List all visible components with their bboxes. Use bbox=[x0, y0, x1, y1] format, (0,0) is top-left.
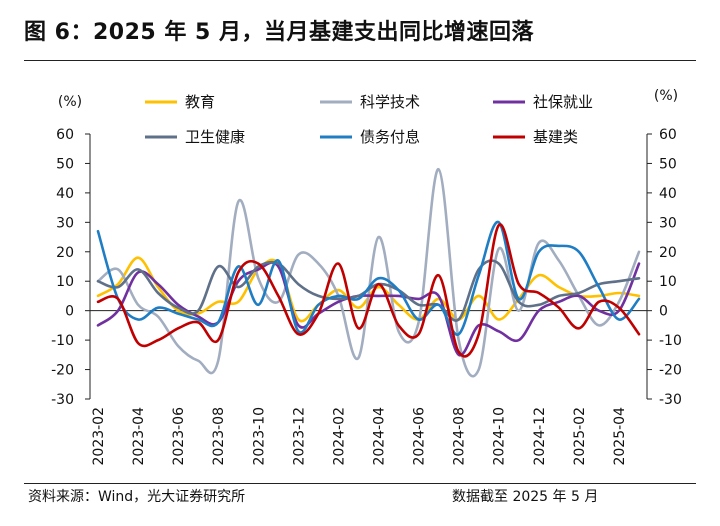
x-tick-label: 2024-12 bbox=[532, 407, 548, 466]
left-tick-label: 20 bbox=[56, 245, 74, 261]
chart-series bbox=[96, 167, 641, 378]
x-tick-label: 2024-06 bbox=[412, 407, 428, 466]
right-tick-label: 0 bbox=[659, 304, 668, 320]
x-tick-label: 2023-06 bbox=[171, 407, 187, 466]
right-tick-label: -10 bbox=[659, 333, 682, 349]
series-line-6 bbox=[96, 223, 641, 358]
footer-divider bbox=[24, 483, 696, 484]
x-tick-label: 2023-04 bbox=[131, 407, 147, 466]
series-line-5 bbox=[96, 220, 641, 336]
x-tick-label: 2024-02 bbox=[331, 407, 347, 466]
x-tick-label: 2023-02 bbox=[91, 407, 107, 466]
left-axis-unit: (%) bbox=[58, 94, 82, 110]
x-tick-label: 2025-02 bbox=[572, 407, 588, 466]
right-tick-label: 30 bbox=[659, 215, 677, 231]
x-tick-label: 2024-04 bbox=[372, 407, 388, 466]
left-tick-label: 50 bbox=[56, 156, 74, 172]
right-tick-label: -30 bbox=[659, 392, 682, 408]
right-tick-label: -20 bbox=[659, 363, 682, 379]
title-divider bbox=[24, 60, 696, 61]
date-note: 数据截至 2025 年 5 月 bbox=[452, 489, 599, 505]
legend-label-1: 教育 bbox=[185, 93, 215, 111]
left-tick-label: 10 bbox=[56, 274, 74, 290]
x-tick-label: 2024-08 bbox=[452, 407, 468, 466]
left-tick-label: 40 bbox=[56, 186, 74, 202]
legend-label-2: 科学技术 bbox=[360, 93, 420, 111]
x-tick-label: 2024-10 bbox=[492, 407, 508, 466]
right-tick-label: 40 bbox=[659, 186, 677, 202]
left-tick-label: -10 bbox=[51, 333, 74, 349]
right-tick-label: 20 bbox=[659, 245, 677, 261]
x-tick-label: 2023-10 bbox=[251, 407, 267, 466]
right-axis-unit: (%) bbox=[654, 88, 678, 104]
left-tick-label: -20 bbox=[51, 363, 74, 379]
right-tick-label: 60 bbox=[659, 127, 677, 143]
legend-label-5: 债务付息 bbox=[360, 128, 420, 146]
x-tick-label: 2025-04 bbox=[612, 407, 628, 466]
legend-label-6: 基建类 bbox=[533, 128, 578, 146]
left-tick-label: 60 bbox=[56, 127, 74, 143]
legend-label-3: 社保就业 bbox=[533, 93, 593, 111]
chart-title: 图 6：2025 年 5 月，当月基建支出同比增速回落 bbox=[24, 20, 534, 45]
left-tick-label: -30 bbox=[51, 392, 74, 408]
series-line-2 bbox=[96, 167, 641, 378]
chart-axes: (%) (%) -30 -30 -20 -20 -10 -10 0 0 10 10 20 20 30 30 40… bbox=[51, 88, 682, 466]
source-note: 资料来源：Wind，光大证券研究所 bbox=[28, 489, 246, 505]
right-tick-label: 10 bbox=[659, 274, 677, 290]
right-tick-label: 50 bbox=[659, 156, 677, 172]
legend-label-4: 卫生健康 bbox=[185, 128, 245, 146]
left-tick-label: 0 bbox=[65, 304, 74, 320]
left-tick-label: 30 bbox=[56, 215, 74, 231]
x-tick-label: 2023-12 bbox=[291, 407, 307, 466]
x-tick-label: 2023-08 bbox=[211, 407, 227, 466]
